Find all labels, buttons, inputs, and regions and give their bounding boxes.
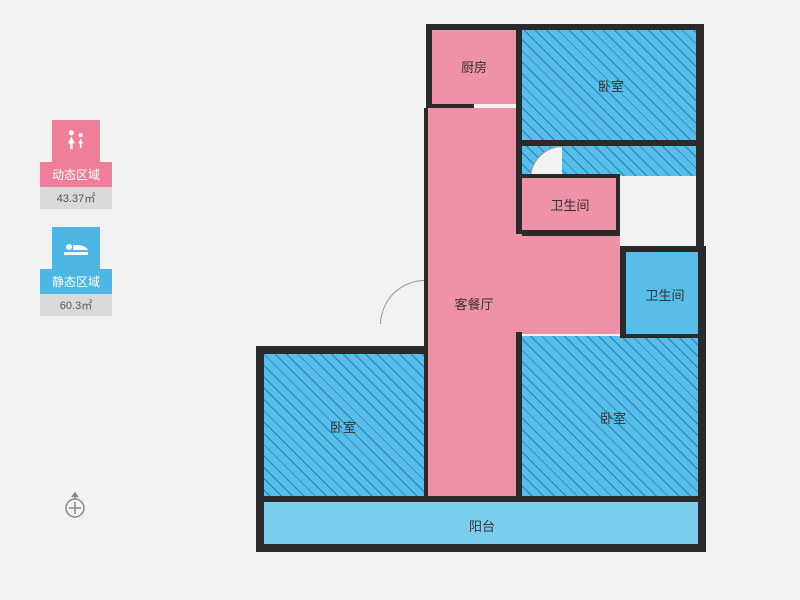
room-bath2: 卫生间 [626,252,704,336]
wall [620,246,704,252]
wall [256,346,428,354]
legend-dynamic: 动态区域 43.37㎡ [40,120,112,209]
room-bedroom_se: 卧室 [522,336,704,498]
room-bedroom_sw: 卧室 [260,354,426,498]
legend-static-value: 60.3㎡ [40,294,112,316]
wall [516,28,522,234]
room-label: 厨房 [461,57,487,76]
wall [256,346,264,550]
sleep-icon [52,227,100,269]
wall [424,496,522,502]
fill-block [520,230,620,334]
room-label: 卧室 [600,408,626,427]
room-label: 卫生间 [645,285,684,304]
room-kitchen: 厨房 [430,28,518,104]
wall [426,24,702,30]
wall [522,174,620,178]
wall [522,140,700,146]
wall [620,246,626,338]
room-label: 卫生间 [550,195,589,214]
wall [424,108,428,346]
legend-static-label: 静态区域 [40,269,112,294]
wall [698,246,706,550]
legend-dynamic-label: 动态区域 [40,162,112,187]
legend-static: 静态区域 60.3㎡ [40,227,112,316]
room-label: 阳台 [469,516,495,535]
legend-dynamic-value: 43.37㎡ [40,187,112,209]
floor-plan: 厨房卧室卫生间卫生间客餐厅卧室卧室阳台 [230,20,750,580]
wall [516,332,522,500]
room-label: 客餐厅 [454,294,493,313]
people-icon [52,120,100,162]
wall [256,544,706,552]
wall [426,24,432,108]
wall [424,346,428,500]
wall [696,24,704,248]
legend: 动态区域 43.37㎡ 静态区域 60.3㎡ [40,120,112,334]
room-bedroom_ne: 卧室 [522,28,700,142]
compass-icon [60,490,90,520]
room-living: 客餐厅 [428,108,520,498]
wall [616,174,620,234]
wall [522,230,620,236]
wall [620,334,700,338]
room-label: 卧室 [330,417,356,436]
room-label: 卧室 [598,76,624,95]
room-balcony: 阳台 [260,502,704,548]
wall [426,104,474,108]
room-bath1: 卫生间 [522,178,618,230]
